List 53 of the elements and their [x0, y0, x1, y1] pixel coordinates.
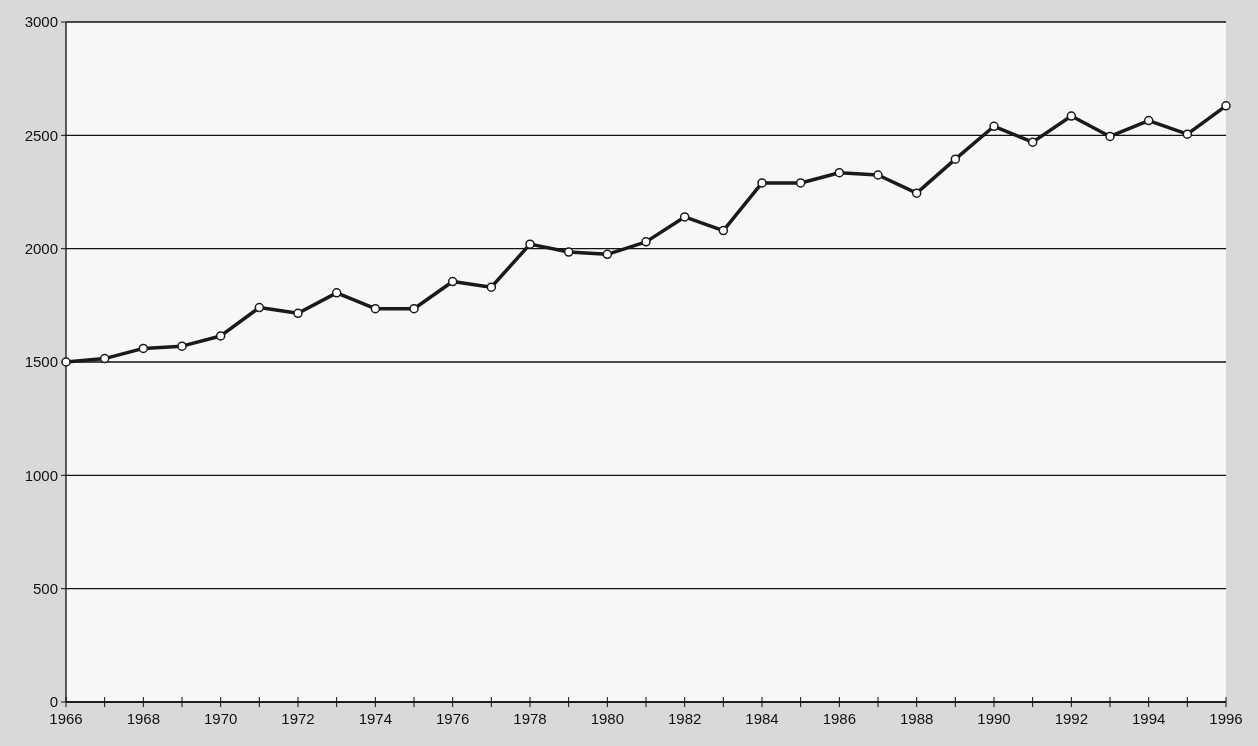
point	[911, 188, 922, 198]
point	[1221, 101, 1231, 111]
point	[989, 121, 999, 132]
y-tick-label: 3000	[24, 13, 58, 31]
x-tick-label: 1980	[590, 710, 625, 727]
point	[254, 302, 265, 313]
point	[757, 178, 767, 188]
y-tick-label: 2500	[24, 126, 58, 144]
point	[447, 276, 458, 287]
y-tick-label: 1000	[24, 466, 58, 484]
point	[1182, 129, 1193, 139]
x-tick-label: 1982	[667, 710, 702, 727]
point	[99, 353, 110, 364]
point	[834, 167, 845, 178]
x-tick-label: 1994	[1131, 710, 1166, 727]
point	[1105, 131, 1115, 142]
x-tick-label: 1974	[358, 710, 393, 727]
x-tick-label: 1972	[281, 710, 315, 727]
point	[1066, 111, 1077, 121]
x-tick-label: 1988	[899, 710, 934, 727]
point	[795, 178, 806, 188]
point	[525, 239, 535, 249]
point	[602, 249, 613, 260]
point	[679, 212, 690, 222]
point	[215, 331, 226, 341]
y-tick-label: 0	[49, 693, 58, 711]
point	[563, 247, 574, 257]
x-tick-label: 1990	[977, 710, 1011, 727]
point	[331, 288, 342, 298]
point	[177, 341, 187, 351]
point	[293, 308, 303, 319]
point	[138, 343, 149, 354]
point	[873, 170, 883, 180]
x-tick-label: 1978	[513, 710, 547, 727]
x-tick-label: 1976	[435, 710, 470, 727]
point	[641, 237, 651, 247]
point	[370, 303, 381, 314]
point	[1027, 137, 1038, 147]
x-tick-label: 1986	[822, 710, 857, 727]
point	[409, 303, 419, 314]
point	[486, 282, 497, 292]
y-tick-label: 1500	[24, 353, 58, 371]
point	[950, 154, 961, 164]
x-tick-label: 1984	[745, 710, 779, 727]
x-tick-label: 1968	[126, 710, 161, 727]
x-tick-label: 1992	[1054, 710, 1089, 727]
x-tick-label: 1966	[49, 710, 83, 727]
x-tick-label: 1970	[203, 710, 238, 727]
y-tick-label: 2000	[24, 239, 58, 257]
point	[718, 225, 729, 236]
x-tick-label: 1996	[1209, 710, 1243, 727]
point	[1143, 115, 1154, 126]
y-tick-label: 500	[32, 579, 58, 597]
